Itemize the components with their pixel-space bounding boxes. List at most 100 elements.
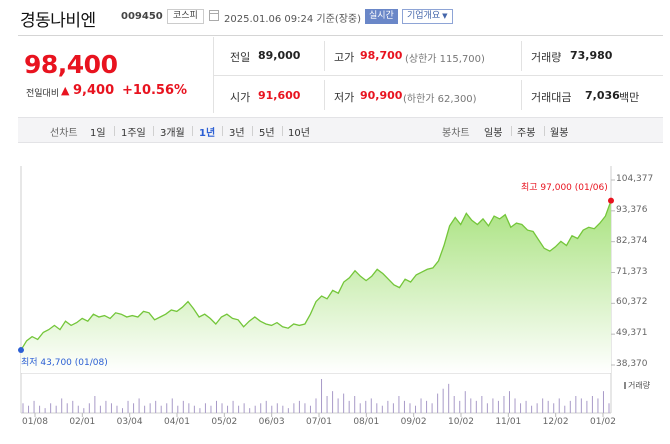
volume-bar: [415, 405, 417, 413]
volume-bar: [348, 400, 350, 413]
volume-bar: [409, 403, 411, 413]
tab-separator: [511, 126, 512, 136]
tab-3y[interactable]: 3년: [229, 128, 245, 139]
open-value: 91,600: [258, 89, 301, 102]
volume-bar: [387, 400, 389, 413]
current-price: 98,400: [24, 50, 118, 79]
tab-monthly-candle[interactable]: 월봉: [550, 128, 569, 139]
volume-bar: [227, 405, 229, 413]
volume-bar: [304, 403, 306, 413]
stock-header: 경동나비엔 009450 코스피 2025.01.06 09:24 기준(장중)…: [0, 0, 670, 34]
y-tick-label: 104,377: [616, 174, 654, 184]
volume-bar: [271, 405, 273, 413]
volume-bar: [77, 405, 79, 413]
y-tick-label: 71,373: [616, 266, 648, 277]
volume-bar: [149, 403, 151, 413]
volume-bar: [138, 398, 140, 413]
change-percent: +10.56%: [122, 83, 188, 98]
volume-bar: [536, 403, 538, 413]
volume-bar: [602, 391, 604, 413]
volume-bar: [127, 400, 129, 413]
volume-bar: [591, 396, 593, 413]
amount-value: 7,036: [585, 89, 620, 102]
volume-bar: [133, 403, 135, 413]
volume-bar: [199, 408, 201, 413]
amount-unit: 백만: [619, 91, 640, 104]
volume-bar: [508, 391, 510, 413]
x-tick-label: 08/01: [353, 417, 380, 427]
volume-bar: [177, 405, 179, 413]
tab-3m[interactable]: 3개월: [160, 128, 185, 139]
volume-bar: [448, 383, 450, 413]
volume-bar: [210, 405, 212, 413]
tab-1d[interactable]: 1일: [90, 128, 106, 139]
stats-divider: [324, 80, 325, 110]
volume-bar: [398, 396, 400, 413]
volume-bar: [580, 398, 582, 413]
tab-daily-candle[interactable]: 일봉: [484, 128, 503, 139]
volume-bar: [426, 400, 428, 413]
realtime-button[interactable]: 실시간: [365, 9, 398, 24]
tab-separator: [252, 126, 253, 136]
high-label: 고가: [334, 51, 355, 64]
volume-bar: [376, 403, 378, 413]
company-overview-label: 기업개요: [407, 11, 441, 21]
y-tick-label: 93,376: [616, 204, 648, 215]
volume-bar: [105, 400, 107, 413]
volume-bar: [332, 391, 334, 413]
lower-limit: (하한가 62,300): [403, 94, 477, 105]
volume-bar: [514, 398, 516, 413]
volume-bar: [160, 405, 162, 413]
volume-bar: [481, 396, 483, 413]
high-annotation: 최고 97,000 (01/06): [521, 183, 608, 193]
price-chart-svg: [18, 166, 615, 417]
y-tick-label: 38,370: [616, 359, 648, 369]
price-chart[interactable]: 최고 97,000 (01/06) 최저 43,700 (01/08) 거래량 …: [0, 150, 670, 444]
tab-1w[interactable]: 1주일: [121, 128, 146, 139]
amount-label: 거래대금: [531, 91, 572, 104]
tab-10y[interactable]: 10년: [288, 128, 310, 139]
volume-bar: [282, 405, 284, 413]
x-tick-label: 01/02: [590, 417, 616, 427]
period-bar: 선차트 1일 1주일 3개월 1년 3년 5년 10년 봉차트 일봉 주봉 월봉: [18, 117, 663, 143]
stock-code: 009450: [121, 11, 163, 22]
volume-legend: 거래량: [624, 380, 650, 391]
up-triangle-icon: ▲: [61, 84, 70, 97]
stock-name: 경동나비엔: [20, 11, 96, 31]
x-tick-label: 02/01: [69, 417, 96, 427]
volume-bar: [204, 403, 206, 413]
company-overview-dropdown[interactable]: 기업개요 ▼: [402, 9, 453, 24]
upper-limit: (상한가 115,700): [405, 54, 485, 65]
volume-bar: [321, 379, 323, 413]
prev-close-label: 전일: [230, 51, 251, 64]
tab-1y[interactable]: 1년: [199, 128, 216, 139]
volume-bar: [459, 400, 461, 413]
y-tick-label: 82,374: [616, 235, 648, 246]
tab-separator: [222, 126, 223, 136]
volume-bar: [276, 403, 278, 413]
chevron-down-icon: ▼: [442, 12, 448, 20]
volume-bar: [564, 405, 566, 413]
volume-bar: [72, 400, 74, 413]
volume-bar: [608, 403, 610, 413]
volume-bar: [188, 403, 190, 413]
volume-bar: [61, 398, 63, 413]
stats-divider: [521, 80, 522, 110]
tab-5y[interactable]: 5년: [259, 128, 275, 139]
volume-bar: [293, 403, 295, 413]
volume-bar: [464, 391, 466, 413]
header-divider: [18, 35, 663, 36]
x-tick-label: 05/02: [211, 417, 238, 427]
volume-bar: [44, 408, 46, 413]
volume-bar: [547, 400, 549, 413]
candle-chart-label: 봉차트: [442, 128, 470, 139]
volume-bar: [503, 396, 505, 413]
volume-bar: [442, 388, 444, 413]
low-marker: [18, 347, 24, 354]
volume-bar: [475, 400, 477, 413]
market-badge: 코스피: [167, 9, 204, 24]
volume-bar: [249, 408, 251, 413]
tab-weekly-candle[interactable]: 주봉: [517, 128, 536, 139]
volume-bar: [55, 405, 57, 413]
volume-bar: [492, 398, 494, 413]
